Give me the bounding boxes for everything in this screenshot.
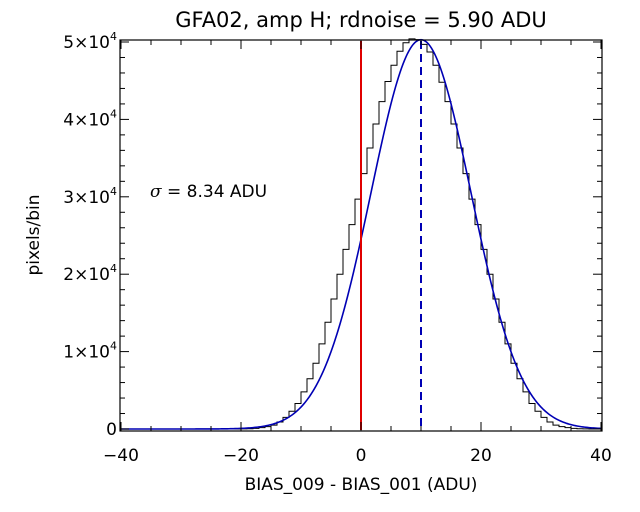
y-tick-mantissa: 4×10 bbox=[63, 110, 110, 130]
x-tick-label: 0 bbox=[356, 446, 367, 466]
y-tick-exponent: 4 bbox=[110, 30, 117, 43]
sigma-value: = 8.34 ADU bbox=[162, 182, 267, 202]
x-tick-label: −20 bbox=[223, 446, 259, 466]
y-tick-label: 5×104 bbox=[63, 30, 117, 53]
y-axis-label: pixels/bin bbox=[24, 194, 44, 275]
y-tick-label: 1×104 bbox=[63, 340, 117, 363]
sigma-annotation: σ = 8.34 ADU bbox=[150, 182, 267, 202]
y-tick-exponent: 4 bbox=[110, 107, 117, 120]
y-tick-exponent: 4 bbox=[110, 340, 117, 353]
y-tick-mantissa: 1×10 bbox=[63, 343, 110, 363]
x-tick-label: 40 bbox=[590, 446, 612, 466]
sigma-symbol: σ bbox=[150, 182, 162, 202]
y-tick-label: 3×104 bbox=[63, 185, 117, 208]
x-axis-label: BIAS_009 - BIAS_001 (ADU) bbox=[245, 475, 478, 495]
chart-title: GFA02, amp H; rdnoise = 5.90 ADU bbox=[175, 8, 546, 32]
y-tick-exponent: 4 bbox=[110, 262, 117, 275]
x-tick-label: −40 bbox=[103, 446, 139, 466]
plot-content bbox=[121, 38, 602, 430]
y-tick-mantissa: 5×10 bbox=[63, 33, 110, 53]
y-tick-exponent: 4 bbox=[110, 185, 117, 198]
x-tick-label: 20 bbox=[470, 446, 492, 466]
y-tick-label: 2×104 bbox=[63, 262, 117, 285]
y-tick-label: 4×104 bbox=[63, 107, 117, 130]
y-tick-mantissa: 3×10 bbox=[63, 188, 110, 208]
x-axis-ticks: −40 −20 0 20 40 bbox=[103, 40, 612, 466]
y-tick-mantissa: 0 bbox=[106, 420, 117, 440]
y-tick-mantissa: 2×10 bbox=[63, 265, 110, 285]
y-tick-label: 0 bbox=[106, 420, 117, 440]
